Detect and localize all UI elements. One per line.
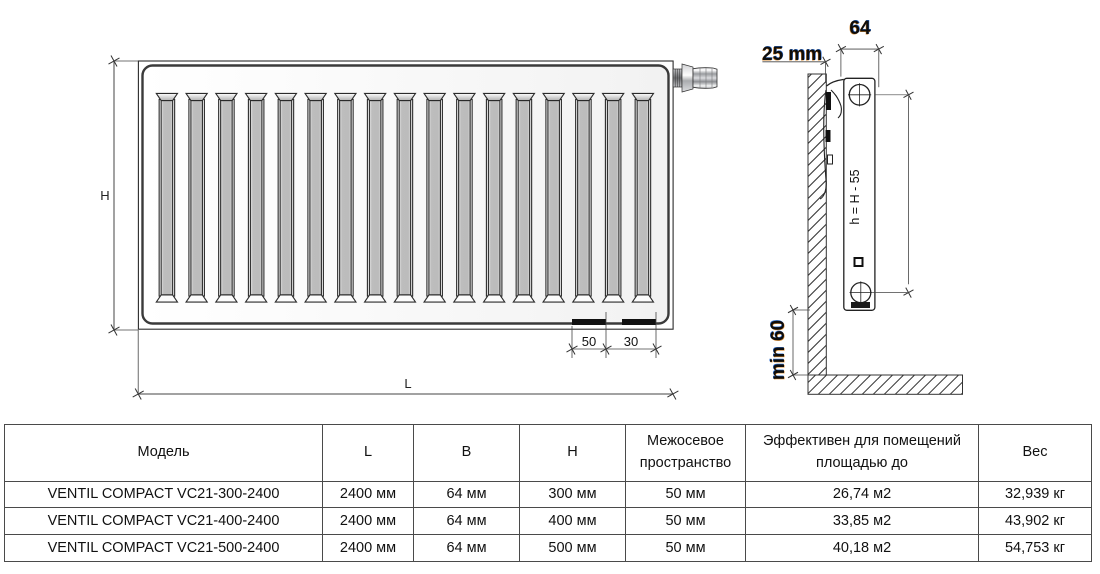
svg-text:H: H xyxy=(100,188,109,203)
svg-text:h = H - 55: h = H - 55 xyxy=(848,169,862,224)
svg-text:50: 50 xyxy=(582,334,596,349)
svg-text:30: 30 xyxy=(624,334,638,349)
svg-text:L: L xyxy=(404,376,411,391)
